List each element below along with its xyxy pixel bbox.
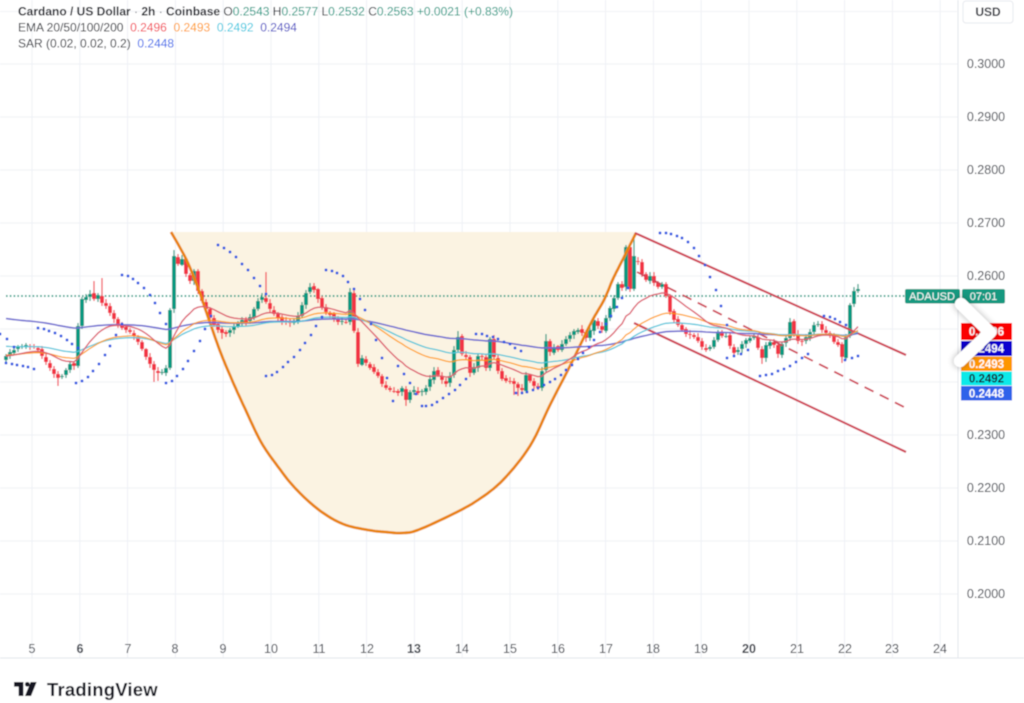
svg-text:0.2800: 0.2800 [967,163,1005,177]
svg-text:0.3000: 0.3000 [967,57,1005,71]
svg-text:6: 6 [77,642,84,656]
svg-text:9: 9 [220,642,227,656]
svg-text:21: 21 [790,642,804,656]
svg-text:24: 24 [933,642,947,656]
svg-text:Cardano / US Dollar · 2h · Coi: Cardano / US Dollar · 2h · Coinbase O0.2… [18,5,513,19]
svg-text:0.2600: 0.2600 [967,269,1005,283]
svg-text:0.2492: 0.2492 [969,374,1004,386]
svg-text:ADAUSD: ADAUSD [909,291,955,303]
svg-text:0.2493: 0.2493 [969,359,1004,371]
svg-text:10: 10 [264,642,278,656]
svg-text:8: 8 [172,642,179,656]
svg-text:23: 23 [885,642,899,656]
svg-text:7: 7 [125,642,132,656]
svg-text:USD: USD [975,5,1001,19]
svg-text:14: 14 [455,642,469,656]
svg-text:0.2200: 0.2200 [967,481,1005,495]
svg-text:18: 18 [646,642,660,656]
svg-text:5: 5 [29,642,36,656]
svg-text:0.2100: 0.2100 [967,534,1005,548]
svg-text:22: 22 [838,642,852,656]
svg-text:0.2900: 0.2900 [967,110,1005,124]
svg-text:15: 15 [503,642,517,656]
svg-text:19: 19 [694,642,708,656]
svg-text:12: 12 [360,642,374,656]
svg-text:16: 16 [551,642,565,656]
svg-text:13: 13 [407,642,421,656]
svg-text:11: 11 [313,642,326,656]
svg-text:TradingView: TradingView [47,679,158,700]
svg-text:0.2300: 0.2300 [967,428,1005,442]
svg-text:07:01: 07:01 [970,291,998,303]
svg-text:EMA 20/50/100/200 0.2496 0.2: EMA 20/50/100/200 0.2496 0.2493 0.2492 0… [18,21,297,35]
svg-text:0.2000: 0.2000 [967,587,1005,601]
svg-text:17: 17 [599,642,613,656]
svg-text:0.2448: 0.2448 [969,388,1005,400]
svg-text:0.2700: 0.2700 [967,216,1005,230]
svg-text:SAR (0.02, 0.02, 0.2) 0.2448: SAR (0.02, 0.02, 0.2) 0.2448 [18,37,174,51]
svg-text:20: 20 [742,642,756,656]
